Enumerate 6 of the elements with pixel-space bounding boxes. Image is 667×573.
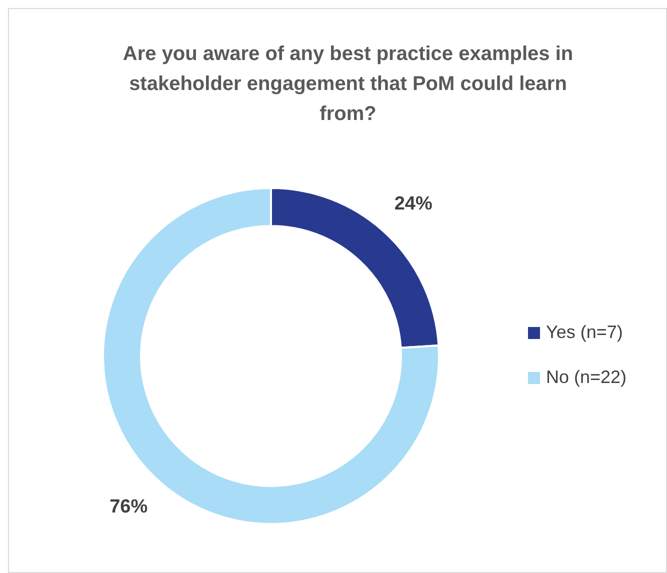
data-label: 24% [394, 193, 433, 214]
chart-title: Are you aware of any best practice examples in stakeholder engagement that PoM could learn from? [122, 43, 574, 125]
data-label: 76% [110, 496, 148, 518]
legend-label: Yes (n=7) [546, 322, 623, 342]
donut-slice [102, 187, 440, 525]
legend-label: No (n=22) [546, 366, 627, 387]
